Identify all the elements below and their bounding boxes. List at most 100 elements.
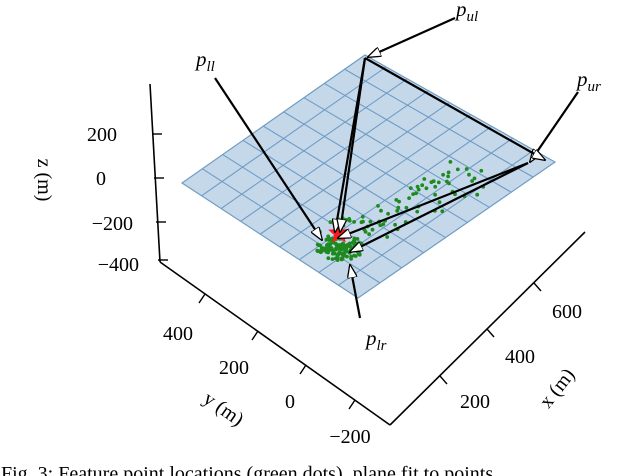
arrow-lr-label bbox=[350, 265, 362, 319]
feature-point bbox=[355, 249, 360, 254]
y-tick-mark bbox=[299, 364, 307, 375]
x-tick-mark bbox=[533, 282, 542, 292]
feature-point bbox=[315, 248, 320, 253]
corner-label-ul: pul bbox=[454, 0, 478, 25]
plane-grid-line bbox=[259, 102, 450, 235]
plane-grid bbox=[201, 66, 535, 286]
feature-point bbox=[436, 180, 441, 185]
feature-point bbox=[475, 192, 480, 197]
arrow-ul-to-ur bbox=[364, 57, 545, 160]
feature-point bbox=[381, 222, 386, 227]
feature-point bbox=[479, 168, 484, 173]
x-axis-line bbox=[389, 231, 586, 426]
plane-grid-line bbox=[242, 139, 424, 254]
feature-point bbox=[472, 176, 477, 181]
feature-point bbox=[328, 220, 333, 225]
y-tick-mark bbox=[251, 330, 259, 341]
arrow-ur-to-star bbox=[338, 161, 529, 238]
feature-point bbox=[370, 227, 375, 232]
feature-point bbox=[415, 209, 420, 214]
feature-point bbox=[367, 232, 371, 237]
feature-point bbox=[352, 238, 357, 242]
feature-point bbox=[464, 167, 469, 171]
y-axis-line bbox=[159, 261, 391, 426]
corner-label-ll: pll bbox=[194, 47, 215, 75]
z-tick-label: −200 bbox=[92, 213, 133, 235]
x-axis-label: x (m) bbox=[535, 364, 579, 412]
y-axis-label: y (m) bbox=[199, 387, 248, 430]
z-axis-line bbox=[149, 83, 161, 263]
x-tick-mark bbox=[439, 375, 448, 385]
feature-point bbox=[385, 235, 390, 239]
feature-point bbox=[429, 180, 434, 185]
feature-point bbox=[319, 246, 324, 251]
feature-point bbox=[433, 192, 437, 197]
feature-point bbox=[343, 247, 348, 252]
corner-sub: ur bbox=[588, 79, 602, 95]
feature-point bbox=[414, 191, 418, 196]
feature-point bbox=[420, 183, 425, 188]
feature-point bbox=[315, 242, 320, 247]
feature-point bbox=[378, 223, 383, 228]
feature-point bbox=[347, 242, 352, 246]
feature-point bbox=[328, 242, 332, 247]
feature-point bbox=[395, 209, 400, 213]
z-tick-label: −400 bbox=[98, 254, 139, 276]
feature-point bbox=[448, 160, 453, 164]
corner-label-lr: plr bbox=[364, 326, 387, 354]
feature-point bbox=[416, 187, 421, 192]
y-tick-label: 400 bbox=[163, 323, 193, 345]
feature-point bbox=[386, 211, 390, 216]
corner-label-ur: pur bbox=[575, 67, 601, 95]
arrow-ul-label bbox=[368, 16, 456, 57]
feature-point bbox=[331, 248, 336, 253]
feature-point bbox=[326, 256, 331, 261]
corner-base: p bbox=[454, 0, 467, 21]
plane-grid-line bbox=[303, 97, 490, 208]
z-tick-label: 200 bbox=[87, 124, 117, 146]
y-tick-mark bbox=[198, 293, 206, 304]
feature-point bbox=[394, 198, 399, 202]
figure-caption: Fig. 3: Feature point locations (green d… bbox=[1, 463, 493, 476]
feature-point bbox=[336, 252, 341, 256]
corner-base: p bbox=[194, 47, 207, 71]
corner-base: p bbox=[575, 67, 588, 91]
corner-sub: ul bbox=[467, 9, 479, 25]
feature-point bbox=[415, 184, 420, 189]
feature-point bbox=[404, 205, 409, 210]
feature-point bbox=[446, 170, 451, 175]
corner-sub: ll bbox=[207, 59, 215, 75]
feature-point bbox=[323, 248, 327, 253]
feature-point bbox=[355, 237, 360, 241]
feature-point bbox=[353, 254, 358, 258]
z-axis-label: z (m) bbox=[33, 159, 55, 202]
z-tick-label: 0 bbox=[96, 168, 106, 190]
plane-grid-line bbox=[283, 111, 468, 223]
feature-point bbox=[408, 186, 413, 191]
feature-point bbox=[376, 204, 380, 208]
feature-point bbox=[343, 243, 347, 248]
feature-point bbox=[411, 192, 415, 197]
feature-point bbox=[320, 249, 324, 254]
feature-point bbox=[359, 220, 364, 225]
feature-point bbox=[445, 179, 449, 184]
feature-point bbox=[437, 200, 442, 205]
arrow-ur-to-star-b bbox=[350, 162, 529, 252]
feature-point bbox=[327, 238, 332, 243]
corner-base: p bbox=[364, 326, 377, 350]
feature-point bbox=[326, 234, 331, 239]
feature-point bbox=[467, 172, 471, 177]
plane-grid-line bbox=[240, 90, 429, 222]
feature-point bbox=[433, 184, 438, 189]
y-tick-label: 200 bbox=[219, 357, 249, 379]
plane-grid-line bbox=[222, 154, 403, 269]
feature-point bbox=[397, 199, 401, 204]
feature-point bbox=[440, 209, 445, 214]
feature-point bbox=[424, 186, 429, 191]
feature-point bbox=[352, 220, 356, 224]
feature-point bbox=[355, 242, 359, 246]
feature-point bbox=[407, 196, 411, 201]
fitted-plane bbox=[180, 54, 557, 299]
plane-grid-line bbox=[220, 78, 408, 210]
feature-point bbox=[340, 256, 344, 260]
